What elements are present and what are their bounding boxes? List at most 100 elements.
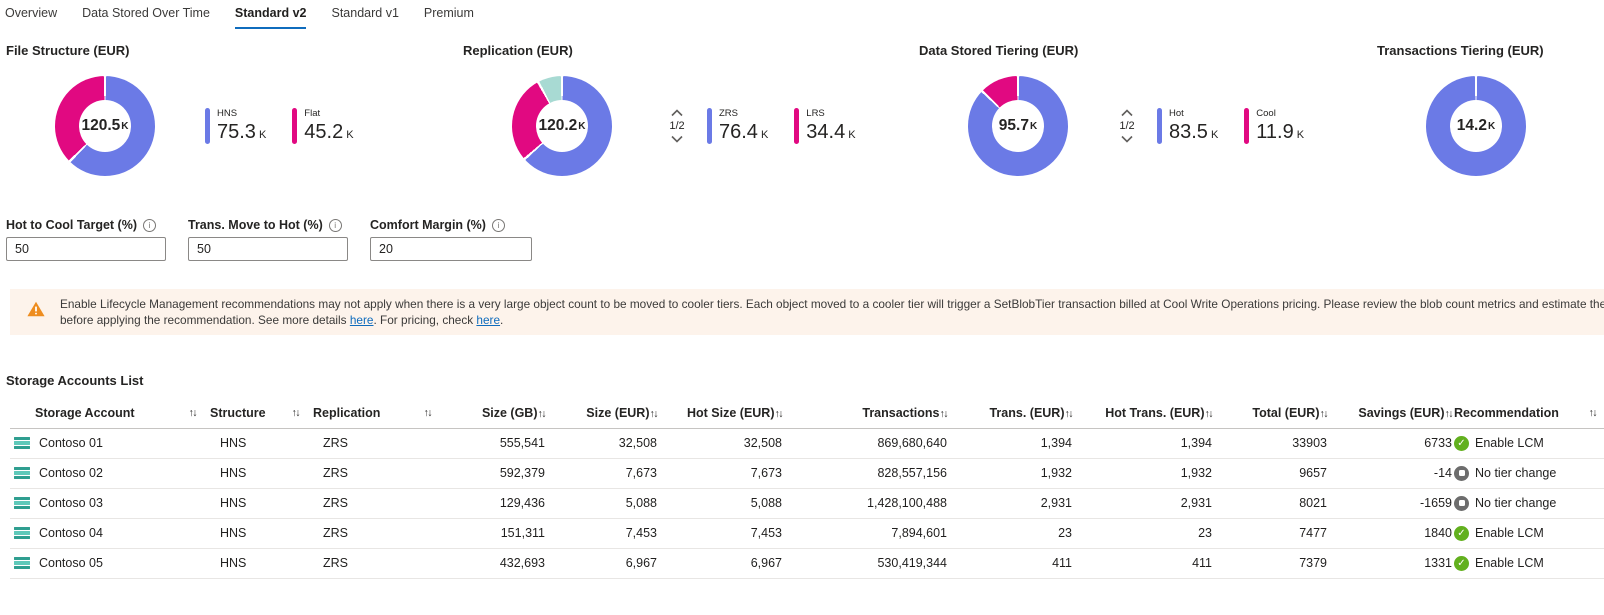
pricing-link[interactable]: here xyxy=(476,313,501,327)
account-name: Contoso 05 xyxy=(39,556,103,570)
replication-cell: ZRS xyxy=(313,548,445,579)
chevron-up-icon[interactable] xyxy=(1120,109,1134,117)
size-gb-cell: 151,311 xyxy=(445,518,545,549)
hot-trans-eur-cell: 1,932 xyxy=(1072,458,1212,489)
hot-size-eur-cell: 32,508 xyxy=(657,428,782,459)
storage-account-icon xyxy=(14,556,30,570)
table-row[interactable]: Contoso 01 HNS ZRS 555,541 32,508 32,508… xyxy=(10,428,1604,459)
chart-title: Replication (EUR) xyxy=(463,43,573,58)
storage-account-icon xyxy=(14,466,30,480)
input-group-trans-move: Trans. Move to Hot (%) i xyxy=(188,217,348,261)
col-header-hot-size-eur: Hot Size (EUR) xyxy=(687,405,775,420)
input-label: Hot to Cool Target (%) xyxy=(6,218,137,232)
transactions-cell: 7,894,601 xyxy=(782,518,947,549)
hot-to-cool-target-input[interactable] xyxy=(6,237,166,261)
trans-eur-cell: 2,931 xyxy=(947,488,1072,519)
sort-icon[interactable]: ↑↓ xyxy=(1204,407,1214,420)
enable-lcm-icon: ✓ xyxy=(1454,555,1469,571)
warning-icon xyxy=(27,301,45,317)
comfort-margin-input[interactable] xyxy=(370,237,532,261)
storage-accounts-list-title: Storage Accounts List xyxy=(6,373,144,388)
tab-overview[interactable]: Overview xyxy=(5,6,58,20)
sort-icon[interactable]: ↑↓ xyxy=(1588,406,1598,419)
legend-item-cool: Cool 11.9 K xyxy=(1244,108,1304,144)
account-name: Contoso 03 xyxy=(39,496,103,510)
replication-cell: ZRS xyxy=(313,488,445,519)
sort-icon[interactable]: ↑↓ xyxy=(649,407,659,420)
tab-premium[interactable]: Premium xyxy=(423,6,474,20)
tab-standard-v2[interactable]: Standard v2 xyxy=(234,6,307,29)
donut-data-stored-tiering[interactable] xyxy=(968,76,1068,176)
sort-icon[interactable]: ↑↓ xyxy=(1319,407,1329,420)
legend-swatch xyxy=(292,108,298,144)
account-name: Contoso 04 xyxy=(39,526,103,540)
tab-data-stored-over-time[interactable]: Data Stored Over Time xyxy=(82,6,210,20)
structure-cell: HNS xyxy=(210,428,313,459)
info-icon[interactable]: i xyxy=(143,218,156,232)
legend: 1/2 Hot 83.5 K Cool 11.9 K xyxy=(1115,108,1304,144)
hot-size-eur-cell: 7,673 xyxy=(657,458,782,489)
sort-icon[interactable]: ↑↓ xyxy=(939,407,949,420)
col-header-trans-eur: Trans. (EUR) xyxy=(989,405,1065,420)
total-eur-cell: 8021 xyxy=(1212,488,1327,519)
hot-trans-eur-cell: 23 xyxy=(1072,518,1212,549)
trans-move-to-hot-input[interactable] xyxy=(188,237,348,261)
no-tier-change-icon xyxy=(1454,495,1469,511)
col-header-replication: Replication xyxy=(313,405,381,420)
col-header-size-gb: Size (GB) xyxy=(481,405,538,420)
hot-trans-eur-cell: 411 xyxy=(1072,548,1212,579)
parameters-row: Hot to Cool Target (%) i Trans. Move to H… xyxy=(6,217,1604,261)
hot-size-eur-cell: 6,967 xyxy=(657,548,782,579)
enable-lcm-icon: ✓ xyxy=(1454,525,1469,541)
structure-cell: HNS xyxy=(210,458,313,489)
recommendation-label: No tier change xyxy=(1475,496,1557,510)
table-row[interactable]: Contoso 03 HNS ZRS 129,436 5,088 5,088 1… xyxy=(10,488,1604,519)
legend-item-lrs: LRS 34.4 K xyxy=(794,108,856,144)
account-name: Contoso 01 xyxy=(39,436,103,450)
donut-center-label: 120.5 K xyxy=(81,117,129,134)
col-header-recommendation: Recommendation xyxy=(1454,405,1559,420)
legend-item-zrs: ZRS 76.4 K xyxy=(707,108,768,144)
recommendation-label: Enable LCM xyxy=(1475,556,1544,570)
size-gb-cell: 592,379 xyxy=(445,458,545,489)
chevron-down-icon[interactable] xyxy=(670,135,684,143)
sort-icon[interactable]: ↑↓ xyxy=(423,406,433,419)
table-row[interactable]: Contoso 05 HNS ZRS 432,693 6,967 6,967 5… xyxy=(10,548,1604,579)
legend: HNS 75.3 K Flat 45.2 K xyxy=(205,108,354,144)
table-row[interactable]: Contoso 04 HNS ZRS 151,311 7,453 7,453 7… xyxy=(10,518,1604,549)
table-header-row: Storage Account ↑↓ Structure ↑↓ Replicatio… xyxy=(10,398,1604,429)
chart-data-stored-tiering: Data Stored Tiering (EUR) 95.7 K 1/2 Hot xyxy=(913,43,1368,176)
details-link[interactable]: here xyxy=(349,313,374,327)
sort-icon[interactable]: ↑↓ xyxy=(1064,407,1074,420)
size-eur-cell: 32,508 xyxy=(545,428,657,459)
sort-icon[interactable]: ↑↓ xyxy=(291,406,301,419)
chart-file-structure: File Structure (EUR) 120.5 K HNS 75.3 K Fl… xyxy=(0,43,455,176)
recommendation-label: Enable LCM xyxy=(1475,526,1544,540)
transactions-cell: 1,428,100,488 xyxy=(782,488,947,519)
chart-title: Transactions Tiering (EUR) xyxy=(1377,43,1544,58)
donut-file-structure[interactable] xyxy=(55,76,155,176)
sort-icon[interactable]: ↑↓ xyxy=(188,406,198,419)
col-header-hot-trans-eur: Hot Trans. (EUR) xyxy=(1105,405,1205,420)
chart-title: File Structure (EUR) xyxy=(6,43,130,58)
info-icon[interactable]: i xyxy=(491,218,505,232)
legend-item-hns: HNS 75.3 K xyxy=(205,108,266,144)
info-icon[interactable]: i xyxy=(328,218,342,232)
table-row[interactable]: Contoso 02 HNS ZRS 592,379 7,673 7,673 8… xyxy=(10,458,1604,489)
size-gb-cell: 555,541 xyxy=(445,428,545,459)
trans-eur-cell: 23 xyxy=(947,518,1072,549)
size-gb-cell: 432,693 xyxy=(445,548,545,579)
sort-icon[interactable]: ↑↓ xyxy=(1444,407,1454,420)
hot-trans-eur-cell: 2,931 xyxy=(1072,488,1212,519)
donut-replication[interactable] xyxy=(512,76,612,176)
chevron-down-icon[interactable] xyxy=(1120,135,1134,143)
structure-cell: HNS xyxy=(210,488,313,519)
storage-accounts-table: Storage Account ↑↓ Structure ↑↓ Replicatio… xyxy=(10,398,1604,579)
savings-eur-cell: 6733 xyxy=(1327,428,1452,459)
donut-transactions-tiering[interactable] xyxy=(1426,76,1526,176)
sort-icon[interactable]: ↑↓ xyxy=(774,407,784,420)
input-label: Trans. Move to Hot (%) xyxy=(188,218,323,232)
tab-standard-v1[interactable]: Standard v1 xyxy=(331,6,399,20)
chevron-up-icon[interactable] xyxy=(670,109,684,117)
sort-icon[interactable]: ↑↓ xyxy=(537,407,547,420)
